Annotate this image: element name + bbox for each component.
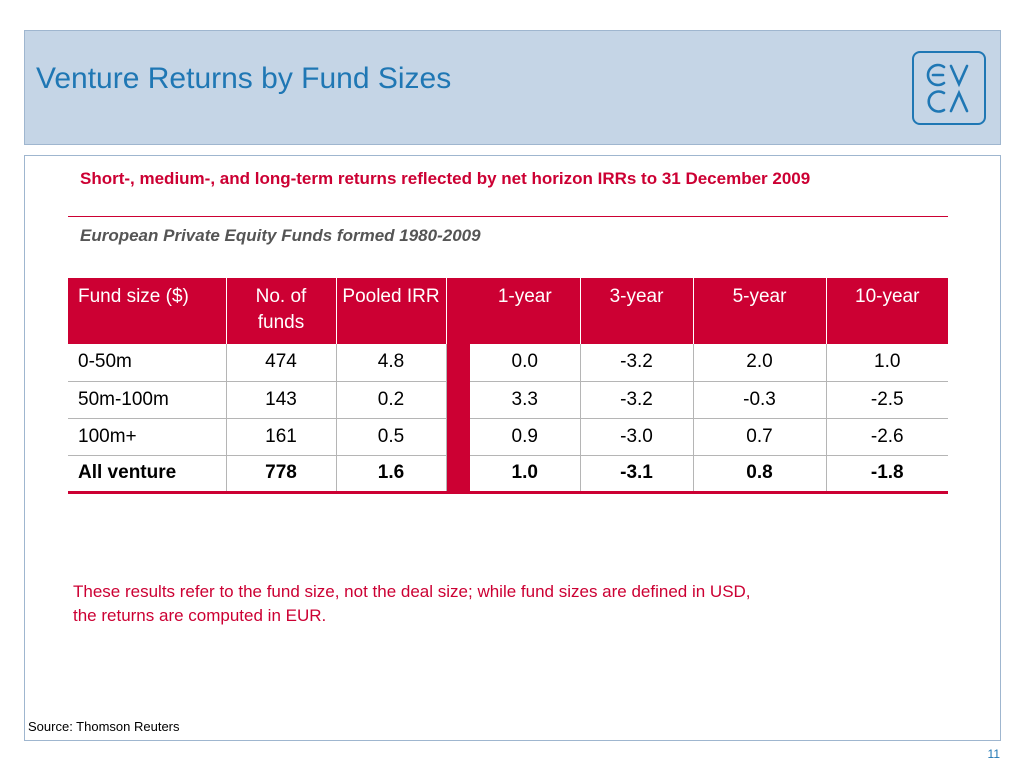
table-cell: -3.2 [580, 381, 694, 419]
table-cell: 0.2 [336, 381, 447, 419]
header-band [24, 30, 1001, 145]
column-header-pooled-irr: Pooled IRR [336, 278, 447, 344]
table-cell: 778 [226, 455, 337, 494]
table-cell: -2.5 [826, 381, 948, 419]
column-header-1-year: 1-year [470, 278, 581, 344]
table-cell: 0.9 [470, 418, 581, 456]
table-cell: All venture [68, 455, 227, 494]
column-header-3-year: 3-year [580, 278, 694, 344]
table-cell: 161 [226, 418, 337, 456]
slide-subtitle: Short-, medium-, and long-term returns r… [80, 169, 811, 188]
table-cell: 100m+ [68, 418, 227, 456]
column-header-10-year: 10-year [826, 278, 948, 344]
table-cell: -0.3 [693, 381, 827, 419]
column-separator [446, 344, 470, 381]
column-separator [446, 381, 470, 418]
table-cell: 1.6 [336, 455, 447, 494]
table-cell: 3.3 [470, 381, 581, 419]
table-cell: -3.0 [580, 418, 694, 456]
column-separator [446, 278, 470, 344]
table-cell: -3.1 [580, 455, 694, 494]
page-number: 11 [987, 747, 1000, 761]
table-row: 50m-100m 143 0.2 3.3 -3.2 -0.3 -2.5 [68, 381, 948, 419]
page-title: Venture Returns by Fund Sizes [36, 62, 452, 95]
table-cell: 474 [226, 344, 337, 382]
table-row-total: All venture 778 1.6 1.0 -3.1 0.8 -1.8 [68, 455, 948, 494]
column-header-fund-size: Fund size ($) [68, 278, 227, 344]
table-cell: -3.2 [580, 344, 694, 382]
table-cell: 2.0 [693, 344, 827, 382]
evca-logo [912, 51, 986, 125]
table-cell: 0.5 [336, 418, 447, 456]
column-header-5-year: 5-year [693, 278, 827, 344]
table-row: 0-50m 474 4.8 0.0 -3.2 2.0 1.0 [68, 344, 948, 382]
table-cell: 0.0 [470, 344, 581, 382]
table-cell: 4.8 [336, 344, 447, 382]
table-cell: -2.6 [826, 418, 948, 456]
table-cell: 0.8 [693, 455, 827, 494]
returns-table: Fund size ($) No. of funds Pooled IRR 1-… [68, 278, 948, 494]
table-header-row: Fund size ($) No. of funds Pooled IRR 1-… [68, 278, 948, 344]
column-separator [446, 455, 470, 494]
table-cell: -1.8 [826, 455, 948, 494]
table-row: 100m+ 161 0.5 0.9 -3.0 0.7 -2.6 [68, 418, 948, 456]
divider-rule [68, 216, 948, 217]
table-cell: 143 [226, 381, 337, 419]
table-cell: 1.0 [826, 344, 948, 382]
column-header-no-of-funds: No. of funds [226, 278, 337, 344]
table-cell: 1.0 [470, 455, 581, 494]
table-cell: 0-50m [68, 344, 227, 382]
evca-logo-icon [926, 63, 969, 113]
table-cell: 50m-100m [68, 381, 227, 419]
column-separator [446, 418, 470, 455]
table-caption: European Private Equity Funds formed 198… [80, 226, 481, 245]
source-citation: Source: Thomson Reuters [28, 719, 180, 734]
footnote: These results refer to the fund size, no… [73, 582, 751, 625]
table-cell: 0.7 [693, 418, 827, 456]
